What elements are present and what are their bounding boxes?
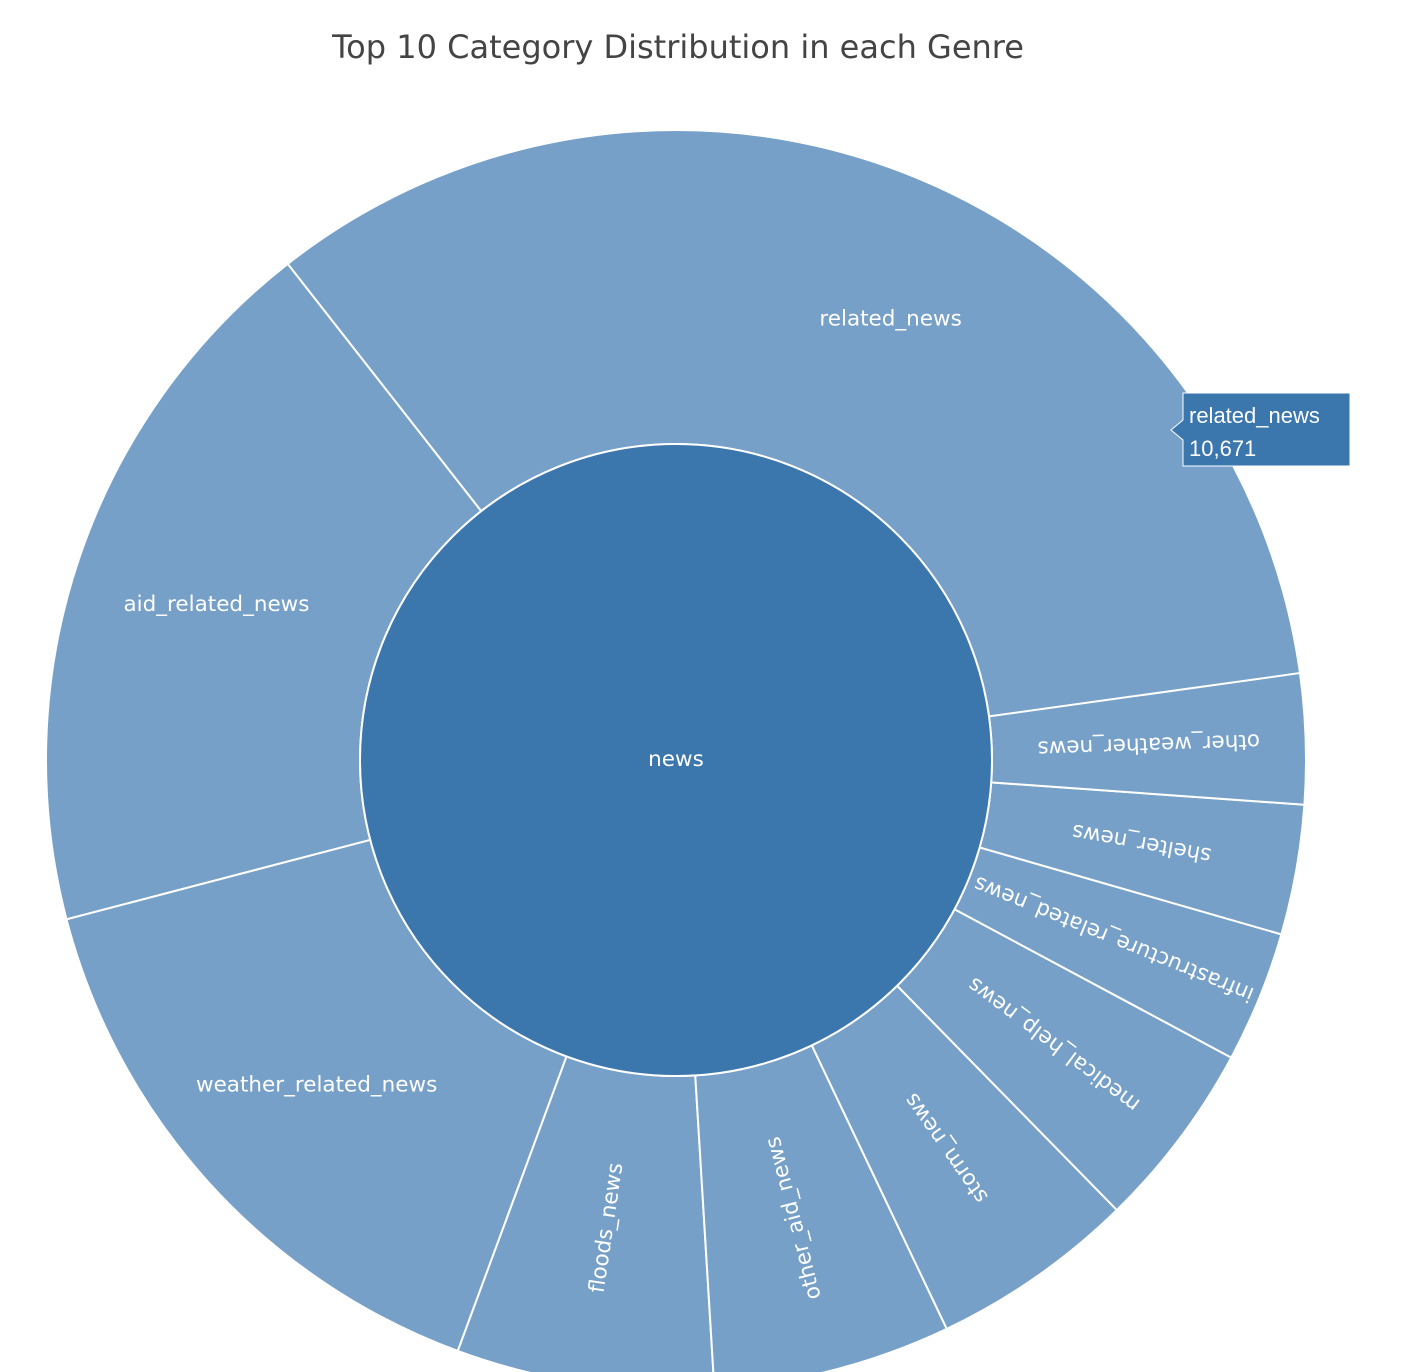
tooltip-label: related_news xyxy=(1189,403,1320,428)
sector-label-related_news: related_news xyxy=(819,306,961,331)
root-label: news xyxy=(648,747,704,772)
sector-label-weather_related_news: weather_related_news xyxy=(196,1073,437,1098)
chart-title: Top 10 Category Distribution in each Gen… xyxy=(332,28,1024,66)
sunburst-sectors xyxy=(45,129,1308,1372)
hover-tooltip: related_news 10,671 xyxy=(1170,392,1351,467)
root-sector-news[interactable] xyxy=(359,443,993,1077)
tooltip-value: 10,671 xyxy=(1189,436,1256,461)
tooltip-box xyxy=(1170,392,1351,467)
sector-label-aid_related_news: aid_related_news xyxy=(123,592,309,617)
